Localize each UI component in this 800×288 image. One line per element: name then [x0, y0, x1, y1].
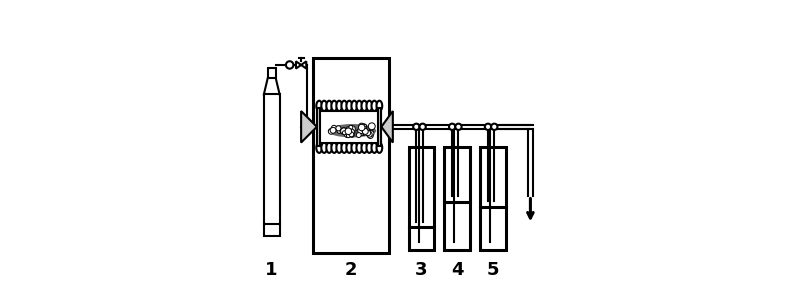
Circle shape — [360, 126, 366, 132]
Circle shape — [342, 131, 346, 135]
Bar — [317, 111, 382, 143]
Circle shape — [358, 127, 364, 134]
Circle shape — [348, 129, 354, 135]
Circle shape — [350, 133, 354, 137]
Circle shape — [331, 125, 337, 130]
Circle shape — [370, 127, 374, 131]
Circle shape — [366, 132, 372, 137]
Text: 5: 5 — [487, 261, 499, 279]
Bar — [313, 58, 389, 253]
Bar — [268, 68, 276, 78]
Polygon shape — [296, 61, 301, 69]
Circle shape — [362, 126, 366, 130]
Ellipse shape — [331, 143, 337, 153]
Ellipse shape — [336, 143, 342, 153]
Bar — [317, 108, 320, 146]
Ellipse shape — [342, 101, 347, 111]
Circle shape — [337, 128, 342, 133]
Circle shape — [491, 124, 498, 130]
Ellipse shape — [357, 101, 362, 111]
Circle shape — [341, 128, 347, 134]
Text: 3: 3 — [415, 261, 428, 279]
Ellipse shape — [351, 101, 357, 111]
Circle shape — [358, 123, 364, 129]
Text: 4: 4 — [451, 261, 463, 279]
Ellipse shape — [328, 124, 376, 137]
Ellipse shape — [336, 101, 342, 111]
Bar — [445, 147, 470, 250]
Circle shape — [345, 133, 350, 137]
Bar — [378, 108, 382, 146]
Polygon shape — [382, 111, 393, 143]
Circle shape — [349, 132, 354, 137]
Text: 2: 2 — [345, 261, 358, 279]
Ellipse shape — [322, 101, 327, 111]
Ellipse shape — [326, 143, 332, 153]
Ellipse shape — [346, 143, 352, 153]
Polygon shape — [301, 61, 306, 69]
Circle shape — [349, 126, 355, 132]
Circle shape — [413, 124, 419, 130]
Ellipse shape — [316, 143, 322, 153]
Circle shape — [361, 130, 366, 135]
Ellipse shape — [351, 143, 357, 153]
Ellipse shape — [371, 101, 378, 111]
Circle shape — [349, 125, 353, 129]
Ellipse shape — [342, 143, 347, 153]
Ellipse shape — [366, 143, 372, 153]
Circle shape — [358, 128, 365, 135]
Circle shape — [363, 124, 366, 128]
Circle shape — [368, 131, 374, 136]
Polygon shape — [301, 111, 317, 143]
Ellipse shape — [377, 143, 382, 153]
Ellipse shape — [366, 101, 372, 111]
Circle shape — [336, 126, 341, 131]
Circle shape — [286, 61, 294, 69]
Circle shape — [449, 124, 455, 130]
Ellipse shape — [357, 143, 362, 153]
Circle shape — [362, 128, 367, 133]
Circle shape — [362, 128, 368, 134]
Circle shape — [361, 124, 367, 130]
Circle shape — [340, 129, 345, 134]
Circle shape — [368, 123, 375, 130]
Circle shape — [328, 129, 334, 134]
Ellipse shape — [371, 143, 378, 153]
Ellipse shape — [316, 101, 322, 111]
Text: 1: 1 — [266, 261, 278, 279]
Circle shape — [366, 130, 370, 136]
Bar — [480, 147, 506, 250]
Bar — [264, 94, 280, 236]
Ellipse shape — [362, 101, 367, 111]
Ellipse shape — [377, 101, 382, 111]
Ellipse shape — [326, 101, 332, 111]
Ellipse shape — [362, 143, 367, 153]
Bar — [409, 147, 434, 250]
Ellipse shape — [331, 101, 337, 111]
Circle shape — [356, 133, 361, 137]
Circle shape — [346, 134, 350, 138]
Circle shape — [419, 124, 426, 130]
Circle shape — [366, 131, 372, 136]
Circle shape — [367, 132, 374, 139]
Circle shape — [345, 128, 352, 134]
Circle shape — [356, 129, 362, 135]
Circle shape — [330, 127, 336, 133]
Circle shape — [346, 127, 352, 132]
Circle shape — [358, 124, 365, 131]
Circle shape — [485, 124, 491, 130]
Ellipse shape — [346, 101, 352, 111]
Circle shape — [342, 128, 346, 132]
Ellipse shape — [322, 143, 327, 153]
Circle shape — [455, 124, 462, 130]
